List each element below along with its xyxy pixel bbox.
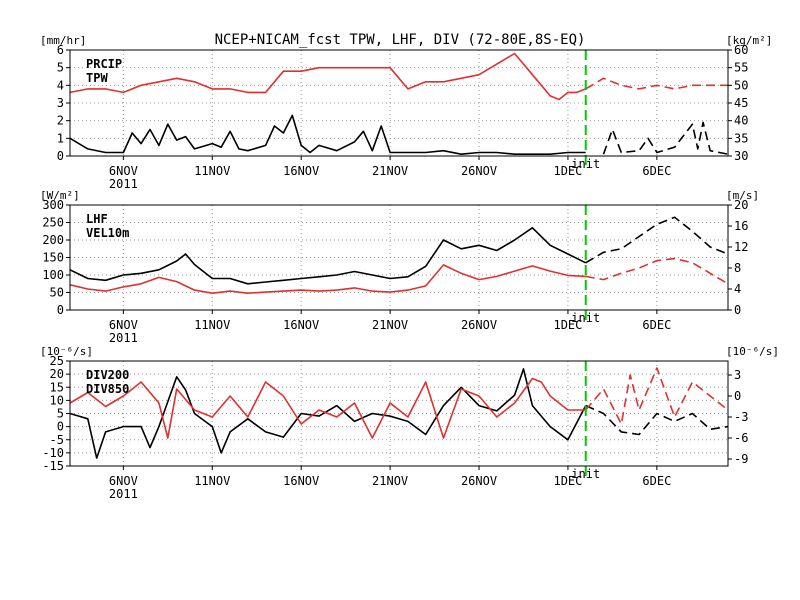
x-tick-label: 21NOV: [372, 164, 408, 178]
y-tick-label-right: 16: [734, 219, 748, 233]
y-tick-label-left: 20: [50, 367, 64, 381]
y-tick-label-right: 0: [734, 389, 741, 403]
init-label: init: [571, 467, 600, 481]
x-tick-label: 1DEC: [553, 164, 582, 178]
y-tick-label-left: 200: [42, 233, 64, 247]
y-tick-label-left: 5: [57, 61, 64, 75]
x-tick-label: 16NOV: [283, 318, 319, 332]
series-line-tpw-fcst: [585, 77, 728, 90]
y-tick-label-left: 1: [57, 131, 64, 145]
x-tick-label: 16NOV: [283, 474, 319, 488]
y-tick-label-right: -6: [734, 431, 748, 445]
x-tick-label: 26NOV: [461, 318, 497, 332]
x-year-label: 2011: [109, 331, 138, 345]
x-tick-label: 11NOV: [194, 318, 230, 332]
y-tick-label-left: 15: [50, 380, 64, 394]
x-tick-label: 26NOV: [461, 164, 497, 178]
right-axis-unit: [10⁻⁶/s]: [726, 345, 779, 358]
legend-entry-red: TPW: [86, 71, 108, 85]
legend-entry-black: PRCIP: [86, 57, 122, 71]
y-tick-label-left: 0: [57, 303, 64, 317]
x-tick-label: 16NOV: [283, 164, 319, 178]
y-tick-label-right: -9: [734, 452, 748, 466]
x-tick-label: 6NOV: [109, 164, 138, 178]
legend-entry-red: VEL10m: [86, 226, 129, 240]
left-axis-unit: [10⁻⁶/s]: [40, 345, 93, 358]
legend-entry-black: LHF: [86, 212, 108, 226]
y-tick-label-right: 50: [734, 78, 748, 92]
y-tick-label-left: 50: [50, 286, 64, 300]
y-tick-label-right: 0: [734, 303, 741, 317]
y-tick-label-left: 300: [42, 198, 64, 212]
y-tick-label-right: 4: [734, 282, 741, 296]
y-tick-label-left: 250: [42, 216, 64, 230]
series-line-prcip: [69, 114, 586, 155]
x-year-label: 2011: [109, 177, 138, 191]
series-line-tpw: [69, 52, 586, 101]
series-line-div200: [69, 368, 587, 459]
x-tick-label: 6DEC: [642, 164, 671, 178]
y-tick-label-left: 3: [57, 96, 64, 110]
y-tick-label-left: 0: [57, 420, 64, 434]
series-line-div850: [69, 377, 586, 439]
init-label: init: [571, 311, 600, 325]
x-tick-label: 6NOV: [109, 474, 138, 488]
legend-entry-red: DIV850: [86, 382, 129, 396]
y-tick-label-left: 5: [57, 407, 64, 421]
y-tick-label-left: 4: [57, 78, 64, 92]
x-tick-label: 21NOV: [372, 318, 408, 332]
y-tick-label-left: 0: [57, 149, 64, 163]
legend-entry-black: DIV200: [86, 368, 129, 382]
y-tick-label-left: -15: [42, 459, 64, 473]
y-tick-label-right: 3: [734, 368, 741, 382]
y-tick-label-left: 100: [42, 268, 64, 282]
series-line-div200-fcst: [585, 404, 729, 436]
right-axis-unit: [kg/m²]: [726, 34, 772, 47]
y-tick-label-left: 10: [50, 393, 64, 407]
y-tick-label-left: 150: [42, 251, 64, 265]
x-tick-label: 6DEC: [642, 318, 671, 332]
x-tick-label: 26NOV: [461, 474, 497, 488]
left-axis-unit: [mm/hr]: [40, 34, 86, 47]
y-tick-label-left: 6: [57, 43, 64, 57]
x-tick-label: 11NOV: [194, 164, 230, 178]
x-tick-label: 1DEC: [553, 318, 582, 332]
x-year-label: 2011: [109, 487, 138, 501]
series-line-vel10m-fcst: [585, 257, 729, 285]
y-tick-label-right: 30: [734, 149, 748, 163]
chart-title: NCEP+NICAM_fcst TPW, LHF, DIV (72-80E,8S…: [215, 32, 586, 48]
y-tick-label-right: 55: [734, 61, 748, 75]
y-tick-label-left: -5: [50, 433, 64, 447]
y-tick-label-right: 35: [734, 131, 748, 145]
y-tick-label-right: 40: [734, 114, 748, 128]
y-tick-label-right: 45: [734, 96, 748, 110]
x-tick-label: 1DEC: [553, 474, 582, 488]
x-tick-label: 21NOV: [372, 474, 408, 488]
y-tick-label-right: 20: [734, 198, 748, 212]
series-line-div850-fcst: [585, 367, 729, 425]
y-tick-label-left: 2: [57, 114, 64, 128]
left-axis-unit: [W/m²]: [40, 189, 80, 202]
right-axis-unit: [m/s]: [726, 189, 759, 202]
y-tick-label-right: 8: [734, 261, 741, 275]
series-line-vel10m: [69, 264, 586, 295]
y-tick-label-right: 60: [734, 43, 748, 57]
x-tick-label: 11NOV: [194, 474, 230, 488]
y-tick-label-left: 25: [50, 354, 64, 368]
x-tick-label: 6DEC: [642, 474, 671, 488]
y-tick-label-right: -3: [734, 410, 748, 424]
series-line-lhf: [69, 227, 587, 285]
y-tick-label-left: -10: [42, 446, 64, 460]
x-tick-label: 6NOV: [109, 318, 138, 332]
series-line-prcip-fcst: [602, 121, 729, 155]
init-label: init: [571, 157, 600, 171]
y-tick-label-right: 12: [734, 240, 748, 254]
